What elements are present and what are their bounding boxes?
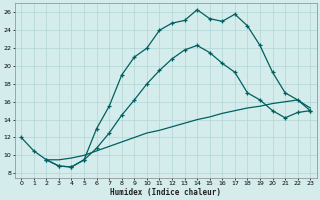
X-axis label: Humidex (Indice chaleur): Humidex (Indice chaleur) [110, 188, 221, 197]
